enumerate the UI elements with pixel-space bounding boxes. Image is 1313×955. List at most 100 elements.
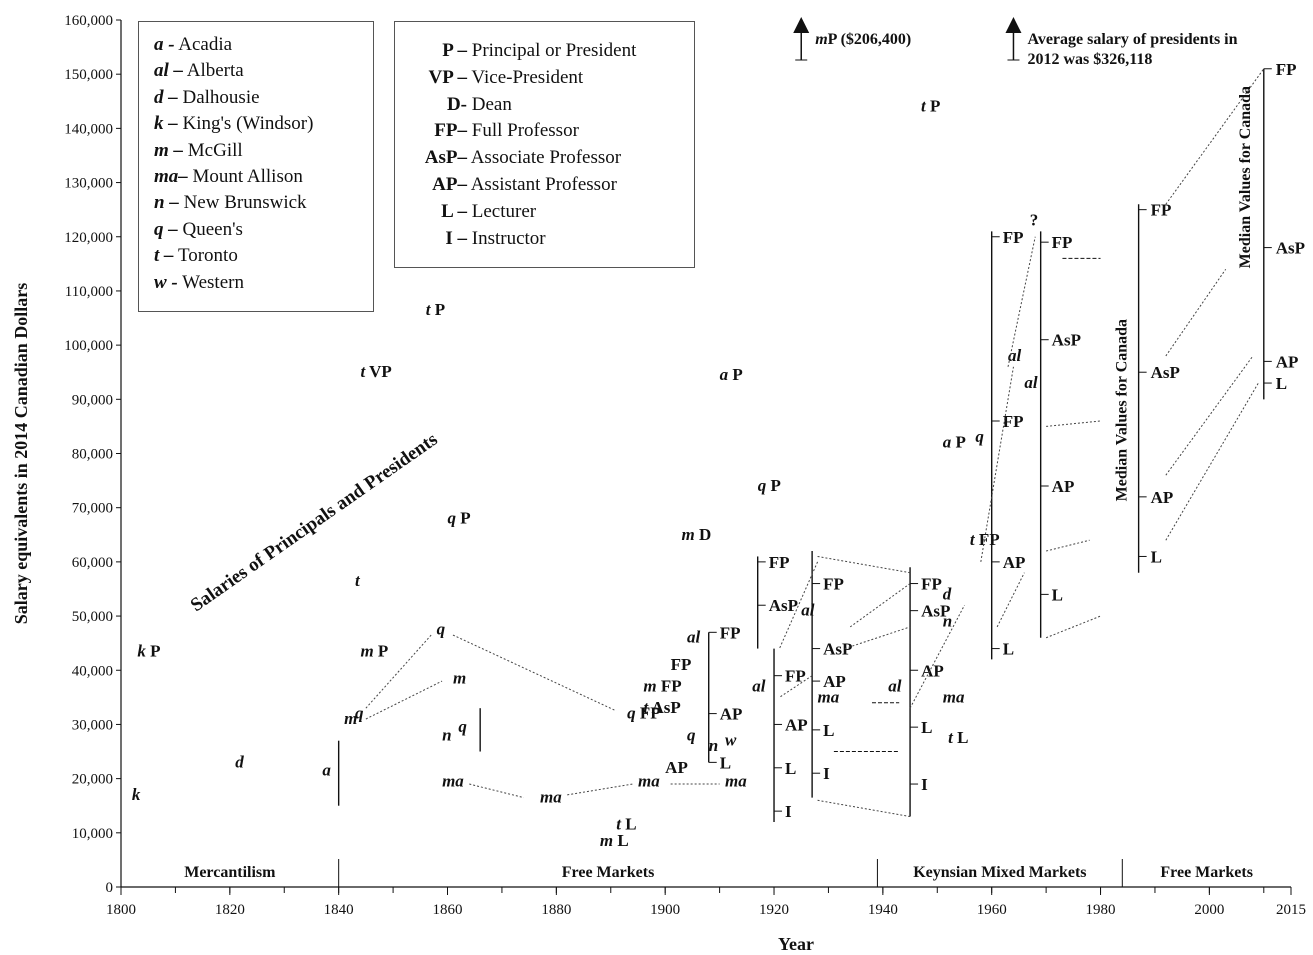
data-point: m	[344, 709, 357, 728]
mcgill-offscale-arrowhead	[793, 17, 810, 33]
legend-university-row: al – Alberta	[154, 60, 244, 82]
legend-university-row: q – Queen's	[154, 219, 243, 241]
data-point: ma	[540, 788, 562, 807]
trend-line	[779, 675, 813, 698]
data-point: k	[132, 785, 141, 804]
side-label: m FP	[643, 677, 681, 696]
legend-key: t –	[154, 245, 174, 267]
trend-line	[1165, 355, 1254, 476]
trend-line	[909, 604, 965, 709]
data-point: k P	[137, 641, 160, 660]
point-uni: al	[752, 677, 766, 696]
point-uni: ma	[818, 687, 840, 706]
point-uni: m	[682, 525, 695, 544]
side-label: t AsP	[643, 698, 680, 717]
ladder-1927-label: FP	[823, 575, 844, 594]
legend-university-row: w - Western	[154, 272, 244, 294]
point-uni: al	[888, 677, 902, 696]
point-uni: al	[687, 628, 701, 647]
point-uni: t	[643, 698, 649, 717]
point-uni: m	[600, 831, 613, 850]
legend-value: Lecturer	[471, 200, 537, 222]
trend-line	[469, 783, 524, 799]
median-1990-label: L	[1151, 547, 1162, 566]
legend-key: VP –	[428, 66, 467, 88]
x-tick-label: 1840	[324, 902, 354, 918]
y-tick-label: 110,000	[65, 284, 113, 300]
side-label: n	[943, 611, 952, 630]
side-label: FP	[671, 655, 692, 674]
legend-rank-row: AsP– Associate Professor	[405, 147, 621, 169]
point-uni: ma	[540, 788, 562, 807]
legend-value: Western	[182, 271, 244, 293]
point-uni: al	[801, 601, 815, 620]
data-point: ma	[442, 771, 464, 790]
median-1990-label: FP	[1151, 201, 1172, 220]
trend-line	[844, 626, 911, 650]
point-rank: P	[374, 641, 389, 660]
legend-key: L –	[441, 200, 467, 222]
ladder-1969-label: AsP	[1052, 331, 1081, 350]
side-label: q	[687, 725, 696, 744]
data-point: m L	[600, 831, 629, 850]
legend-rank-row: AP– Assistant Professor	[405, 174, 617, 196]
data-point: m	[453, 668, 466, 687]
side-label: n	[709, 736, 718, 755]
legend-value: Toronto	[177, 245, 238, 267]
y-tick-label: 40,000	[72, 663, 113, 679]
data-point: q FP	[627, 704, 661, 723]
point-uni: k	[132, 785, 141, 804]
legend-value: King's (Windsor)	[182, 113, 314, 135]
point-uni: ma	[725, 771, 747, 790]
legend-key: d –	[154, 86, 178, 108]
ladder-1960-label: FP	[1003, 228, 1024, 247]
y-tick-label: 140,000	[64, 121, 113, 137]
legend-university-row: d – Dalhousie	[154, 87, 260, 109]
median-1990-label: AP	[1151, 488, 1174, 507]
legend-rank-row: P – Principal or President	[405, 40, 636, 62]
x-tick-label: 1920	[759, 902, 789, 918]
x-tick-label: 1940	[868, 902, 898, 918]
point-uni: a	[322, 760, 331, 779]
legend-key: q –	[154, 218, 178, 240]
ladder-1969-label: AP	[1052, 477, 1075, 496]
legend-value: Principal or President	[471, 40, 637, 61]
data-point: q P	[448, 509, 471, 528]
era-label: Free Markets	[1160, 864, 1253, 881]
legend-key: AP–	[432, 174, 467, 195]
point-uni: t	[355, 571, 361, 590]
presidents-note-line1: Average salary of presidents in	[1027, 31, 1237, 48]
side-label: al	[752, 677, 766, 696]
point-uni: t	[616, 815, 622, 834]
y-tick-label: 0	[106, 880, 114, 896]
legend-key: ma–	[154, 166, 188, 187]
side-label: q	[975, 427, 984, 446]
x-axis-title: Year	[778, 934, 814, 954]
ladder-1920-label: FP	[785, 667, 806, 686]
legend-university-row: ma– Mount Allison	[154, 166, 303, 188]
point-uni: q	[355, 704, 364, 723]
legend-value: Dean	[471, 93, 512, 115]
point-rank: P	[146, 641, 161, 660]
trend-line	[980, 366, 1014, 562]
trend-line	[849, 583, 911, 628]
point-uni: t	[360, 362, 366, 381]
legend-university-row: t – Toronto	[154, 245, 238, 267]
legend-universities: a - Acadia al – Alberta d – Dalhousie k – K…	[138, 21, 374, 312]
ladder-1945-label: FP	[921, 575, 942, 594]
trend-line	[365, 634, 432, 709]
point-uni: t	[921, 97, 927, 116]
ladder-1927-label: I	[823, 764, 830, 783]
legend-value: Dalhousie	[182, 86, 260, 108]
point-rank: P	[456, 509, 471, 528]
point-uni: q	[627, 704, 636, 723]
trend-line	[996, 572, 1025, 628]
x-tick-label: 1960	[977, 902, 1007, 918]
legend-university-row: n – New Brunswick	[154, 192, 307, 214]
legend-value: Assistant Professor	[470, 174, 617, 195]
mcgill-offscale-note: mP ($206,400)	[815, 31, 911, 48]
point-uni: q	[975, 427, 984, 446]
trend-line	[567, 783, 633, 796]
point-uni: d	[235, 752, 244, 771]
y-tick-label: 130,000	[64, 176, 113, 192]
